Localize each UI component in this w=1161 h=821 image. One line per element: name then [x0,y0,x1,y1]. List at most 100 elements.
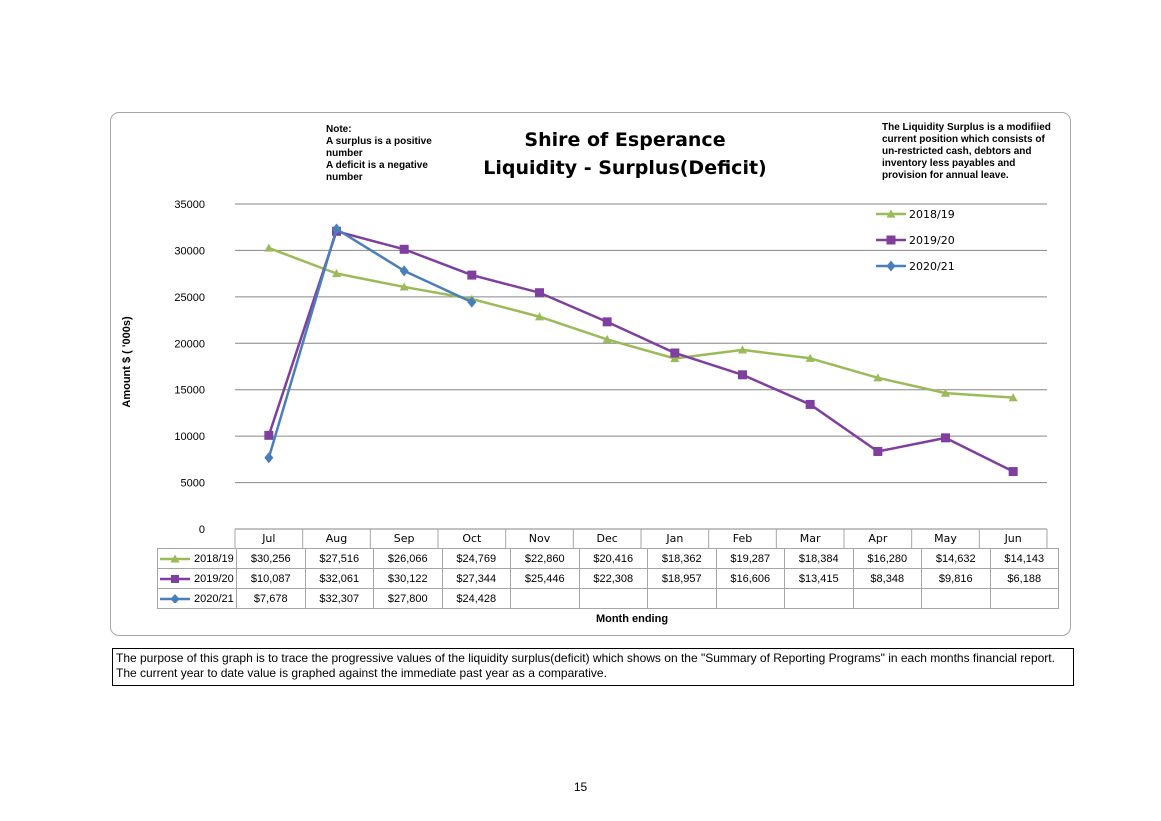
y-tick-label: 15000 [174,385,205,397]
table-cell: $14,143 [989,548,1059,569]
chart-note: Note: A surplus is a positive number A d… [326,124,432,183]
legend-key-marker [886,235,896,245]
data-point [805,399,815,409]
table-cell [578,588,648,609]
series-line-2018/19 [268,246,1014,399]
data-point [535,312,544,321]
y-tick-label: 30000 [174,245,205,257]
series-label-cell: 2018/19 [157,548,237,569]
table-cell [989,588,1059,609]
table-cell: $32,061 [304,568,374,589]
table-cell: $27,344 [441,568,511,589]
y-tick-label: 20000 [174,338,205,350]
data-point [399,244,409,254]
table-cell [921,588,991,609]
y-tick-label: 35000 [174,199,205,211]
table-cell: $18,384 [784,548,854,569]
data-point [805,353,815,362]
x-tick-label: Sep [394,532,415,545]
series-line-2019/20 [267,230,1014,473]
series-key-icon [160,575,190,584]
series-name: 2020/21 [194,592,234,605]
data-point [399,282,409,291]
x-axis-label: Month ending [595,613,669,625]
table-cell: $18,957 [647,568,717,589]
table-cell: $24,769 [441,548,511,569]
table-cell: $27,800 [373,588,443,609]
x-tick-label: Jan [665,532,683,545]
data-point [873,373,883,382]
x-tick-label: Feb [733,532,752,545]
table-cell: $19,287 [715,548,785,569]
data-point [467,270,477,280]
table-cell: $8,348 [852,568,922,589]
series-label-cell: 2019/20 [157,568,237,589]
data-point [535,288,544,298]
data-table: 2018/19 $30,256 $27,516 $26,066 $24,769 $22,8… [157,548,1059,609]
series-line-2020/21 [267,227,473,459]
data-point [332,268,341,278]
data-point [399,265,409,277]
table-row: 2019/20 $10,087 $32,061 $30,122 $27,344 $25,4… [157,568,1059,589]
series-name: 2018/19 [194,552,234,565]
table-cell: $10,087 [236,568,306,589]
table-cell: $6,188 [989,568,1059,589]
table-cell [715,588,785,609]
table-cell: $25,446 [510,568,580,589]
x-tick-label: May [934,532,957,545]
table-cell: $9,816 [921,568,991,589]
data-point [941,433,950,443]
legend-label: 2020/21 [909,260,955,273]
series-key-icon [160,594,190,604]
table-cell: $16,280 [852,548,922,569]
liquidity-definition-note: The Liquidity Surplus is a modifiied cur… [882,122,1051,181]
table-cell: $16,606 [715,568,785,589]
table-cell: $30,256 [236,548,306,569]
table-cell [510,588,580,609]
table-cell: $7,678 [236,588,306,609]
y-tick-label: 5000 [181,478,205,490]
series-key-icon [160,554,190,563]
y-tick-label: 0 [199,524,205,536]
series-name: 2019/20 [194,572,234,585]
x-tick-label: Oct [462,532,482,545]
legend-label: 2018/19 [909,208,955,221]
x-tick-label: Mar [800,532,821,545]
data-point [264,430,274,440]
x-tick-label: Aug [326,532,347,545]
data-point [1008,467,1018,477]
legend-key-marker [886,260,896,272]
graph-purpose-caption: The purpose of this graph is to trace th… [112,648,1074,686]
chart-title-line-2: Liquidity - Surplus(Deficit) [483,157,767,179]
data-point [670,348,680,358]
chart-title: Shire of Esperance Liquidity - Surplus(D… [480,126,770,182]
table-cell: $32,307 [304,588,374,609]
data-point [1008,393,1018,402]
legend-label: 2019/20 [909,234,955,247]
series-label-cell: 2020/21 [157,588,237,609]
x-tick-label: Dec [597,532,618,545]
data-point [738,370,747,380]
data-point [602,334,612,344]
table-cell: $30,122 [373,568,443,589]
table-cell: $24,428 [441,588,511,609]
x-tick-label: Jun [1004,532,1022,545]
data-point [264,243,274,252]
table-cell: $27,516 [304,548,374,569]
x-tick-label: Apr [868,532,888,545]
data-point [738,345,747,354]
chart-title-line-1: Shire of Esperance [524,129,726,151]
table-row: 2020/21 $7,678 $32,307 $27,800 $24,428 [157,588,1059,609]
data-point [670,353,680,363]
legend-key-marker [886,209,896,218]
data-point [602,317,612,327]
table-cell: $20,416 [578,548,648,569]
y-tick-label: 25000 [174,292,205,304]
y-tick-label: 10000 [174,431,205,443]
data-point [467,296,477,308]
data-point [941,388,950,397]
table-cell: $14,632 [921,548,991,569]
x-tick-label: Nov [529,532,551,545]
table-cell: $22,860 [510,548,580,569]
table-cell: $26,066 [373,548,443,569]
